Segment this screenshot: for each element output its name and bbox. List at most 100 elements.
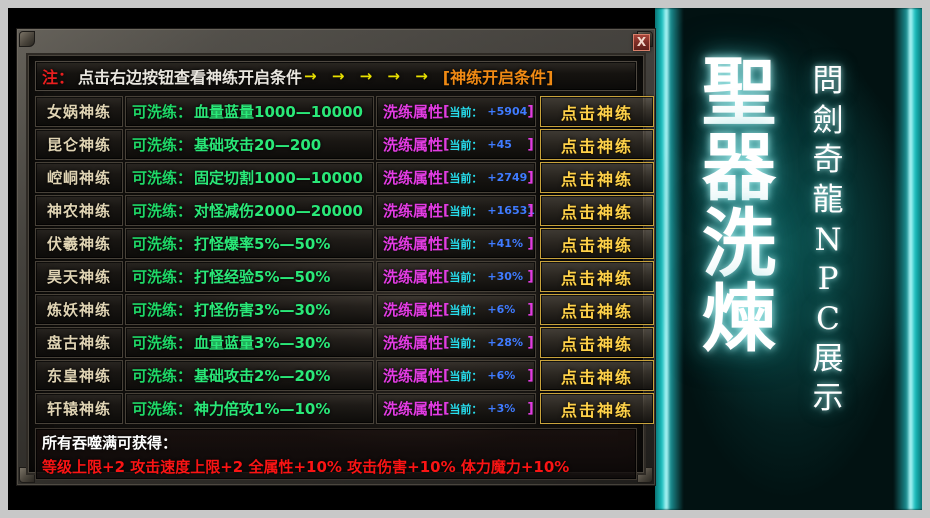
shenlian-attribute: 洗练属性[当前： +6%] xyxy=(376,294,536,325)
current-label: 当前： xyxy=(449,105,483,119)
bracket-left: [ xyxy=(443,169,450,186)
description-value: 打怪经验5%—50% xyxy=(194,268,331,286)
shenlian-name: 神农神练 xyxy=(35,195,123,226)
bracket-right: ] xyxy=(527,367,534,384)
banner-panel: 聖 器 洗 煉 問 劍 奇 龍 N P C 展 示 xyxy=(655,8,922,510)
description-value: 固定切割1000—10000 xyxy=(194,169,363,187)
shenlian-action-button[interactable]: 点击神练 xyxy=(540,327,654,358)
shenlian-description: 可洗练： 基础攻击2%—20% xyxy=(125,360,374,391)
shenlian-description: 可洗练： 神力倍攻1%—10% xyxy=(125,393,374,424)
shenlian-attribute: 洗练属性[当前： +5904] xyxy=(376,96,536,127)
close-icon[interactable]: X xyxy=(633,34,650,51)
shenlian-window: X 注： 点击右边按钮查看神练开启条件 → → → → → [神练开启条件] 女… xyxy=(16,28,656,486)
description-label: 可洗练： xyxy=(132,301,193,319)
attribute-label: 洗练属性 xyxy=(383,367,444,385)
bracket-right: ] xyxy=(527,268,534,285)
current-value: +6% xyxy=(487,303,516,316)
shenlian-name: 崆峒神练 xyxy=(35,162,123,193)
attribute-label: 洗练属性 xyxy=(383,268,444,286)
shenlian-attribute: 洗练属性[当前： +28%] xyxy=(376,327,536,358)
shenlian-attribute: 洗练属性[当前： +41%] xyxy=(376,228,536,259)
current-value: +45 xyxy=(487,138,512,151)
shenlian-attribute: 洗练属性[当前： +16531] xyxy=(376,195,536,226)
description-value: 血量蓝量1000—10000 xyxy=(194,103,363,121)
bracket-left: [ xyxy=(443,268,450,285)
current-label: 当前： xyxy=(449,336,483,350)
description-label: 可洗练： xyxy=(132,268,193,286)
bracket-right: ] xyxy=(527,103,534,120)
attribute-label: 洗练属性 xyxy=(383,235,444,253)
current-label: 当前： xyxy=(449,303,483,317)
attribute-label: 洗练属性 xyxy=(383,334,444,352)
description-value: 血量蓝量3%—30% xyxy=(194,334,331,352)
table-row: 轩辕神练 可洗练： 神力倍攻1%—10% 洗练属性[当前： +3%] 点击神练 xyxy=(35,393,654,424)
shenlian-name: 昆仑神练 xyxy=(35,129,123,160)
shenlian-action-button[interactable]: 点击神练 xyxy=(540,261,654,292)
shenlian-description: 可洗练： 对怪减伤2000—20000 xyxy=(125,195,374,226)
bracket-left: [ xyxy=(443,103,450,120)
frame-corner-top-left xyxy=(19,31,35,47)
attribute-label: 洗练属性 xyxy=(383,103,444,121)
table-row: 伏羲神练 可洗练： 打怪爆率5%—50% 洗练属性[当前： +41%] 点击神练 xyxy=(35,228,654,259)
table-row: 东皇神练 可洗练： 基础攻击2%—20% 洗练属性[当前： +6%] 点击神练 xyxy=(35,360,654,391)
shenlian-attribute: 洗练属性[当前： +45] xyxy=(376,129,536,160)
shenlian-action-button[interactable]: 点击神练 xyxy=(540,162,654,193)
current-value: +6% xyxy=(487,369,516,382)
window-content: 注： 点击右边按钮查看神练开启条件 → → → → → [神练开启条件] 女娲神… xyxy=(26,53,654,480)
bracket-right: ] xyxy=(527,334,534,351)
table-row: 昆仑神练 可洗练： 基础攻击20—200 洗练属性[当前： +45] 点击神练 xyxy=(35,129,654,160)
shenlian-action-button[interactable]: 点击神练 xyxy=(540,360,654,391)
bracket-right: ] xyxy=(527,136,534,153)
shenlian-action-button[interactable]: 点击神练 xyxy=(540,294,654,325)
bracket-right: ] xyxy=(527,301,534,318)
bracket-right: ] xyxy=(527,202,534,219)
shenlian-action-button[interactable]: 点击神练 xyxy=(540,228,654,259)
shenlian-attribute: 洗练属性[当前： +2749] xyxy=(376,162,536,193)
shenlian-name: 女娲神练 xyxy=(35,96,123,127)
description-label: 可洗练： xyxy=(132,400,193,418)
shenlian-description: 可洗练： 打怪爆率5%—50% xyxy=(125,228,374,259)
notice-prefix: 注： xyxy=(42,68,75,87)
table-row: 昊天神练 可洗练： 打怪经验5%—50% 洗练属性[当前： +30%] 点击神练 xyxy=(35,261,654,292)
shenlian-name: 东皇神练 xyxy=(35,360,123,391)
banner-subtitle: 問 劍 奇 龍 N P C 展 示 xyxy=(812,63,844,417)
open-condition-link[interactable]: [神练开启条件] xyxy=(442,68,554,87)
current-label: 当前： xyxy=(449,402,483,416)
bracket-right: ] xyxy=(527,400,534,417)
description-value: 基础攻击2%—20% xyxy=(194,367,331,385)
attribute-label: 洗练属性 xyxy=(383,400,444,418)
shenlian-description: 可洗练： 血量蓝量3%—30% xyxy=(125,327,374,358)
current-value: +30% xyxy=(487,270,523,283)
description-label: 可洗练： xyxy=(132,367,193,385)
bracket-left: [ xyxy=(443,202,450,219)
bracket-left: [ xyxy=(443,136,450,153)
current-value: +3% xyxy=(487,402,516,415)
shenlian-action-button[interactable]: 点击神练 xyxy=(540,195,654,226)
table-row: 崆峒神练 可洗练： 固定切割1000—10000 洗练属性[当前： +2749] 点击神练 xyxy=(35,162,654,193)
attribute-label: 洗练属性 xyxy=(383,169,444,187)
description-label: 可洗练： xyxy=(132,103,193,121)
current-value: +28% xyxy=(487,336,523,349)
current-label: 当前： xyxy=(449,369,483,383)
shenlian-action-button[interactable]: 点击神练 xyxy=(540,393,654,424)
shenlian-action-button[interactable]: 点击神练 xyxy=(540,129,654,160)
current-label: 当前： xyxy=(449,138,483,152)
notice-bar: 注： 点击右边按钮查看神练开启条件 → → → → → [神练开启条件] xyxy=(35,61,637,91)
description-value: 打怪爆率5%—50% xyxy=(194,235,331,253)
description-value: 打怪伤害3%—30% xyxy=(194,301,331,319)
description-label: 可洗练： xyxy=(132,202,193,220)
current-value: +2749 xyxy=(487,171,528,184)
arrow-icon-group: → → → → → xyxy=(304,67,433,85)
description-label: 可洗练： xyxy=(132,136,193,154)
current-label: 当前： xyxy=(449,237,483,251)
stage: 聖 器 洗 煉 問 劍 奇 龍 N P C 展 示 X 注： 点击右边按钮查看神… xyxy=(8,8,922,510)
table-row: 女娲神练 可洗练： 血量蓝量1000—10000 洗练属性[当前： +5904] 点击神练 xyxy=(35,96,654,127)
shenlian-description: 可洗练： 固定切割1000—10000 xyxy=(125,162,374,193)
shenlian-action-button[interactable]: 点击神练 xyxy=(540,96,654,127)
bracket-left: [ xyxy=(443,334,450,351)
description-value: 对怪减伤2000—20000 xyxy=(194,202,363,220)
attribute-label: 洗练属性 xyxy=(383,136,444,154)
current-label: 当前： xyxy=(449,270,483,284)
bracket-left: [ xyxy=(443,400,450,417)
shenlian-name: 炼妖神练 xyxy=(35,294,123,325)
